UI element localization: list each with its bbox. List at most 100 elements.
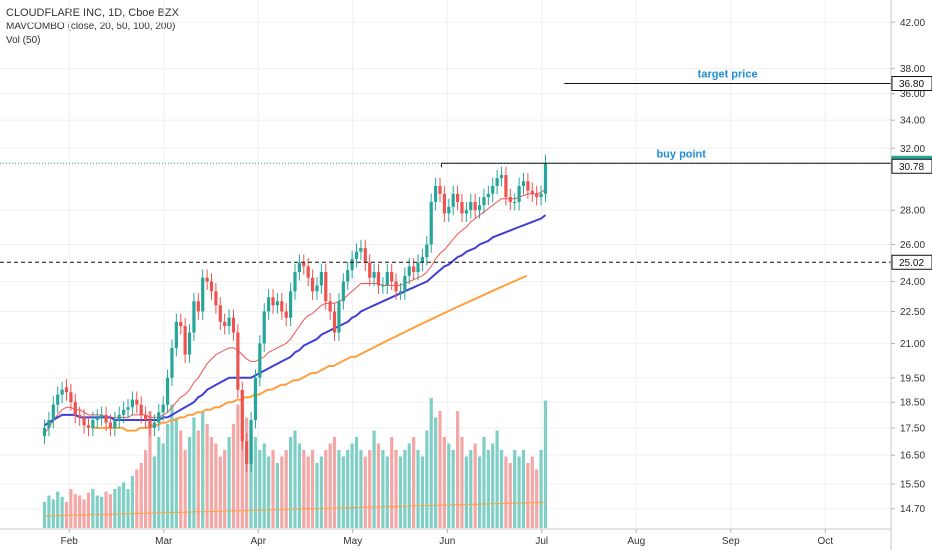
volume-bar bbox=[346, 450, 350, 528]
candle-body bbox=[412, 266, 416, 273]
y-tick-label: 15.50 bbox=[900, 480, 925, 491]
candle-body bbox=[262, 311, 266, 344]
candle-body bbox=[469, 201, 473, 211]
candle-body bbox=[517, 185, 521, 202]
price-label: 30.78 bbox=[891, 158, 932, 174]
price-label-text: 36.80 bbox=[899, 79, 924, 90]
candle-body bbox=[130, 399, 135, 408]
volume-bar bbox=[337, 450, 341, 528]
candle-body bbox=[297, 262, 301, 273]
y-tick-label: 16.50 bbox=[900, 451, 925, 462]
volume-bar bbox=[135, 469, 139, 528]
candle-body bbox=[108, 422, 113, 428]
candle-body bbox=[139, 404, 143, 415]
volume-bar bbox=[412, 437, 416, 528]
volume-bar bbox=[328, 443, 332, 528]
y-tick-label: 14.70 bbox=[900, 504, 925, 515]
volume-bar bbox=[130, 476, 135, 528]
y-tick-label: 28.00 bbox=[900, 206, 925, 217]
candle-body bbox=[460, 201, 464, 214]
candle-body bbox=[240, 389, 244, 442]
candle-body bbox=[227, 317, 231, 327]
candle-body bbox=[372, 272, 376, 278]
volume-bar bbox=[267, 456, 271, 528]
candle-body bbox=[447, 206, 451, 214]
volume-bar bbox=[477, 456, 482, 528]
volume-bar bbox=[403, 450, 407, 528]
candle-body bbox=[319, 272, 323, 286]
candle-body bbox=[429, 201, 433, 245]
volume-bar bbox=[319, 456, 323, 528]
candle-body bbox=[267, 297, 271, 312]
volume-bar bbox=[390, 437, 394, 528]
indicator-label[interactable]: MAVCOMBO (close, 20, 50, 100, 200) bbox=[6, 21, 176, 32]
volume-bar bbox=[262, 443, 266, 528]
volume-bar bbox=[73, 494, 77, 528]
volume-bars bbox=[42, 398, 548, 528]
candle-body bbox=[179, 321, 183, 327]
volume-bar bbox=[455, 411, 460, 528]
volume-bar bbox=[513, 450, 517, 528]
volume-bar bbox=[117, 486, 121, 528]
candle-body bbox=[135, 399, 139, 405]
ma-line bbox=[91, 274, 528, 432]
candle-body bbox=[275, 301, 280, 306]
candle-body bbox=[328, 301, 332, 312]
volume-bar bbox=[464, 456, 468, 528]
volume-bar bbox=[143, 450, 148, 528]
candle-body bbox=[258, 343, 262, 378]
candle-body bbox=[165, 377, 170, 405]
volume-bar bbox=[209, 437, 214, 528]
volume-bar bbox=[201, 411, 205, 528]
volume-bar bbox=[275, 463, 280, 528]
y-tick-label: 42.00 bbox=[900, 18, 925, 29]
candle-body bbox=[530, 190, 534, 194]
volume-bar bbox=[372, 430, 376, 528]
y-tick-label: 18.50 bbox=[900, 398, 925, 409]
candle-body bbox=[398, 291, 403, 293]
y-tick-label: 26.00 bbox=[900, 240, 925, 251]
candle-body bbox=[42, 427, 47, 436]
volume-bar bbox=[381, 450, 385, 528]
candle-body bbox=[376, 272, 381, 286]
volume-bar bbox=[407, 443, 411, 528]
candle-body bbox=[491, 185, 495, 194]
candle-body bbox=[209, 281, 214, 292]
candle-body bbox=[363, 248, 367, 263]
candle-body bbox=[385, 272, 389, 286]
price-axis[interactable]: 42.00 38.00 36.00 34.00 32.00 28.00 26.00 24.00… bbox=[890, 0, 932, 550]
candle-body bbox=[245, 441, 249, 464]
x-tick-label: Jul bbox=[535, 536, 548, 547]
candle-body bbox=[324, 272, 328, 302]
volume-ma-line bbox=[44, 501, 546, 517]
volume-bar bbox=[521, 450, 526, 528]
candle-body bbox=[271, 297, 275, 306]
candle-body bbox=[486, 193, 490, 198]
candle-body bbox=[438, 185, 442, 194]
candle-body bbox=[223, 321, 227, 327]
candle-body bbox=[183, 326, 187, 355]
volume-bar bbox=[332, 437, 337, 528]
symbol-title[interactable]: CLOUDFLARE INC, 1D, Cboe BZX bbox=[6, 7, 179, 19]
y-tick-label: 36.00 bbox=[900, 89, 925, 100]
volume-bar bbox=[530, 456, 534, 528]
candle-body bbox=[214, 291, 218, 306]
candle-body bbox=[60, 389, 64, 395]
candle-body bbox=[403, 275, 407, 292]
volume-bar bbox=[438, 411, 442, 528]
volume-label[interactable]: Vol (50) bbox=[6, 35, 41, 46]
volume-bar bbox=[249, 430, 253, 528]
volume-bar bbox=[447, 443, 451, 528]
volume-bar bbox=[56, 491, 60, 528]
chart-legend: CLOUDFLARE INC, 1D, Cboe BZX MAVCOMBO (c… bbox=[6, 6, 179, 48]
candle-body bbox=[236, 332, 240, 390]
time-axis[interactable]: Feb Mar Apr May Jun Jul Aug Sep Oct bbox=[0, 528, 891, 547]
candle-body bbox=[152, 422, 156, 428]
volume-bar bbox=[469, 450, 473, 528]
volume-bar bbox=[508, 463, 512, 528]
volume-bar bbox=[517, 456, 521, 528]
candle-body bbox=[434, 185, 438, 202]
candle-body bbox=[91, 420, 95, 428]
candle-body bbox=[148, 420, 152, 428]
